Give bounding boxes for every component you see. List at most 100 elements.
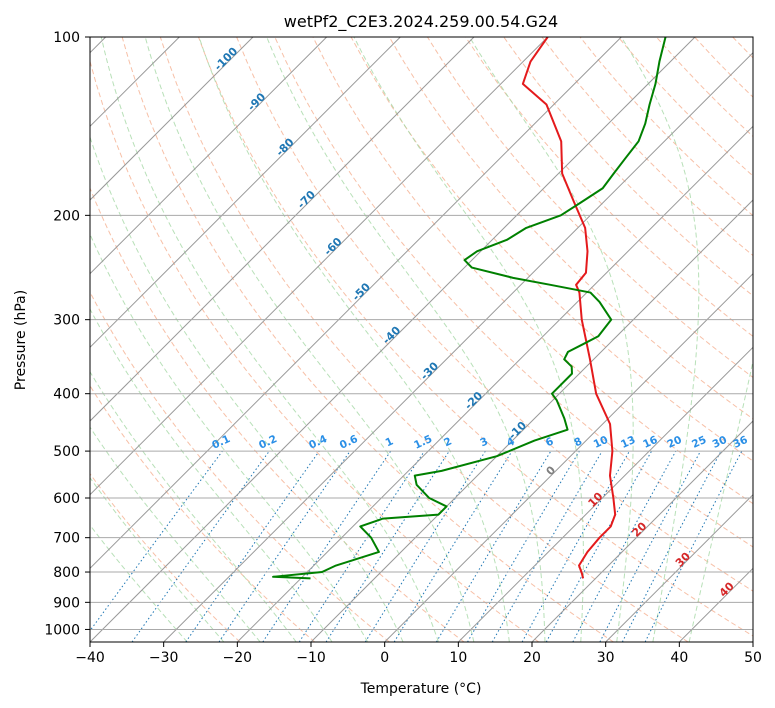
dewpoint-line	[272, 37, 667, 580]
isotherm	[90, 37, 475, 422]
mixing-ratio-line	[621, 450, 722, 642]
isotherm	[90, 37, 622, 570]
mixing-ratio-line	[218, 450, 351, 642]
dry-adiabat	[388, 37, 753, 420]
x-tick-label: −30	[149, 650, 179, 666]
isotherm-label: -40	[380, 324, 403, 347]
mixing-ratio-line	[644, 450, 743, 642]
isotherm	[90, 37, 254, 201]
mixing-ratio-line	[572, 450, 677, 642]
moist-adiabat	[100, 37, 439, 642]
isotherm	[90, 37, 401, 349]
mixing-ratio-label: 13	[619, 434, 637, 451]
x-axis-label: Temperature (°C)	[360, 681, 482, 697]
isotherm-label: -100	[212, 44, 241, 73]
background-lines	[90, 37, 753, 642]
isotherm	[457, 346, 753, 642]
mixing-ratio-label: 20	[665, 434, 683, 451]
isotherm	[163, 51, 753, 642]
moist-adiabat	[266, 37, 546, 642]
moist-adiabat	[469, 37, 634, 642]
mixing-ratio-label: 6	[544, 435, 556, 449]
isotherm-label: 20	[629, 519, 649, 539]
y-tick-label: 1000	[44, 622, 80, 638]
moist-adiabat	[353, 37, 584, 642]
isotherm	[90, 37, 696, 642]
x-tick-label: 50	[744, 650, 762, 666]
mixing-ratio-label: 16	[641, 434, 659, 451]
dry-adiabat	[90, 59, 540, 642]
x-tick-label: 20	[523, 650, 541, 666]
isotherm-label: -70	[295, 188, 318, 211]
moist-adiabat	[688, 358, 753, 642]
moist-adiabat	[90, 135, 404, 642]
dry-adiabat	[274, 37, 753, 548]
mixing-ratio-line	[364, 450, 486, 642]
y-tick-label: 600	[53, 491, 80, 507]
dry-adiabat	[236, 37, 753, 592]
x-tick-label: 40	[670, 650, 688, 666]
dry-adiabat	[90, 384, 316, 642]
dry-adiabat	[198, 37, 753, 637]
y-tick-label: 800	[53, 565, 80, 581]
mixing-ratio-label: 2	[442, 435, 454, 449]
x-tick-label: 10	[449, 650, 467, 666]
mixing-ratio-line	[393, 450, 513, 642]
moist-adiabat	[90, 233, 369, 642]
mixing-ratio-line	[521, 450, 630, 642]
isotherm	[236, 125, 753, 642]
isotherm-label: -50	[350, 280, 373, 303]
dry-adiabat	[90, 186, 465, 642]
dry-adiabat	[159, 37, 689, 642]
isotherm-label: 10	[586, 490, 606, 510]
x-tick-label: 0	[380, 650, 389, 666]
mixing-ratio-label: 25	[690, 434, 708, 451]
isotherm-label: -80	[273, 135, 296, 158]
x-axis: −40 −30 −20 −10 0 10 20 30 40 50	[75, 642, 762, 666]
y-axis: 100 200 300 400 500 600 700 800 900 1000	[44, 30, 90, 638]
isotherm	[90, 37, 549, 496]
mixing-ratio-label: 10	[592, 434, 610, 451]
dry-adiabat	[90, 472, 241, 642]
dry-adiabat	[503, 37, 753, 297]
mixing-ratio-label: 30	[711, 434, 729, 451]
mixing-ratio-label: 3	[478, 435, 490, 449]
dry-adiabat	[465, 37, 753, 337]
moist-adiabat	[90, 308, 333, 642]
isotherm-label: -20	[462, 389, 485, 412]
isotherm	[310, 199, 753, 642]
mixing-ratio-label: 1	[384, 435, 396, 449]
dry-adiabat	[541, 37, 753, 257]
mixing-ratio-label: 8	[572, 435, 584, 449]
chart-title: wetPf2_C2E3.2024.259.00.54.G24	[284, 12, 558, 32]
line-labels: -100-90-80-70-60-50-40-30-20-10010203040…	[210, 44, 750, 599]
mixing-ratio-line	[262, 450, 392, 642]
y-axis-label: Pressure (hPa)	[13, 290, 29, 390]
y-tick-label: 400	[53, 387, 80, 403]
mixing-ratio-line	[325, 450, 450, 642]
isotherm-label: -90	[245, 90, 268, 113]
moist-adiabat	[90, 426, 261, 642]
y-tick-label: 500	[53, 444, 80, 460]
isotherm	[678, 567, 753, 642]
mixing-ratio-line	[131, 450, 270, 642]
x-tick-label: 30	[597, 650, 615, 666]
plot-frame	[89, 36, 754, 643]
x-tick-label: −10	[296, 650, 326, 666]
isotherm	[90, 37, 328, 275]
moist-adiabat	[198, 37, 510, 642]
x-tick-label: −40	[75, 650, 105, 666]
y-tick-label: 900	[53, 595, 80, 611]
mixing-ratio-label: 36	[731, 434, 749, 451]
dry-adiabat	[121, 37, 614, 642]
isotherm-label: -30	[418, 359, 441, 382]
y-tick-label: 300	[53, 313, 80, 329]
isotherm-label: 30	[673, 549, 693, 569]
moist-adiabat	[90, 476, 225, 642]
isotherm-label: 40	[717, 579, 737, 599]
isotherm	[605, 493, 753, 642]
dry-adiabat	[655, 37, 753, 138]
isotherm	[384, 272, 753, 642]
dry-adiabat	[90, 291, 390, 642]
